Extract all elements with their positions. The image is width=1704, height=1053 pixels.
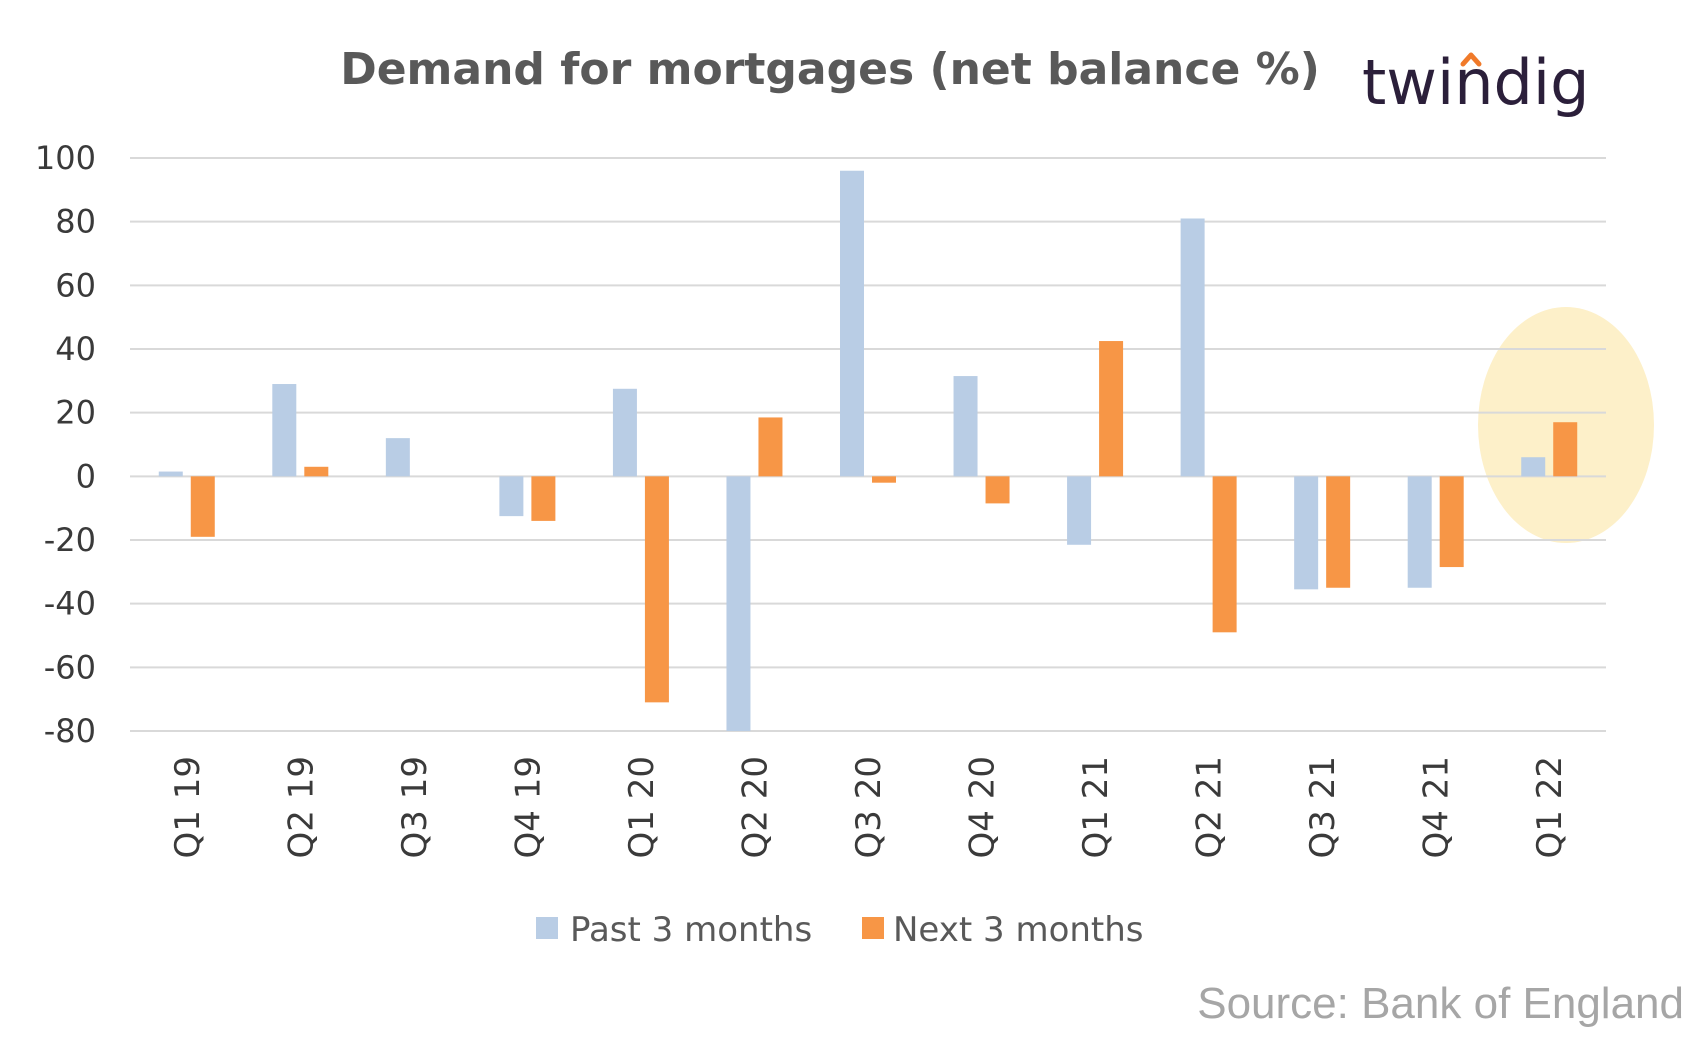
bar-past-3-months: [1067, 476, 1092, 545]
y-tick-label: 100: [35, 139, 96, 177]
bar-next-3-months: [1326, 476, 1351, 588]
bar-past-3-months: [499, 476, 524, 517]
x-tick-label: Q3 20: [849, 756, 889, 858]
source-note: Source: Bank of England: [1197, 979, 1684, 1028]
x-tick-label: Q1 20: [622, 756, 662, 858]
x-tick-label: Q1 22: [1530, 756, 1570, 858]
bar-past-3-months: [1521, 457, 1546, 477]
bar-next-3-months: [190, 476, 215, 537]
bar-next-3-months: [1099, 341, 1124, 477]
bar-past-3-months: [272, 384, 297, 477]
bar-past-3-months: [385, 438, 410, 477]
brand-logo: twindig: [1362, 46, 1589, 119]
bar-past-3-months: [1407, 476, 1432, 588]
bar-next-3-months: [1439, 476, 1464, 568]
y-tick-label: 0: [76, 457, 96, 495]
legend-label-next: Next 3 months: [893, 910, 1144, 950]
bar-past-3-months: [953, 376, 978, 477]
x-tick-label: Q1 19: [168, 756, 208, 858]
gridlines: [130, 157, 1606, 732]
y-tick-label: -20: [44, 521, 96, 559]
x-axis-tick-labels: Q1 19 Q2 19 Q3 19 Q4 19 Q1 20 Q2 20 Q3 20 Q4 20…: [168, 756, 1570, 858]
bar-next-3-months: [531, 476, 556, 521]
bar-next-3-months: [304, 466, 329, 477]
x-tick-label: Q4 19: [508, 756, 548, 858]
y-tick-label: 20: [55, 394, 96, 432]
bar-next-3-months: [985, 476, 1010, 504]
bar-past-3-months: [840, 170, 864, 477]
bar-next-3-months: [872, 476, 896, 483]
x-tick-label: Q4 21: [1417, 756, 1457, 858]
bar-past-3-months: [726, 476, 751, 731]
x-tick-label: Q4 20: [963, 756, 1003, 858]
bars: [158, 170, 1578, 731]
bar-next-3-months: [644, 476, 669, 703]
x-tick-label: Q2 20: [735, 756, 775, 858]
bar-next-3-months: [1553, 422, 1578, 477]
y-tick-label: -40: [44, 585, 96, 623]
x-tick-label: Q2 19: [281, 756, 321, 858]
x-tick-label: Q2 21: [1190, 756, 1230, 858]
y-tick-label: 80: [55, 203, 96, 241]
legend-swatch-next: [862, 917, 884, 939]
x-tick-label: Q1 21: [1076, 756, 1116, 858]
brand-accent-chevron-icon: [1460, 52, 1482, 67]
bar-past-3-months: [158, 471, 183, 477]
bar-past-3-months: [1180, 218, 1205, 477]
y-tick-label: -80: [44, 712, 96, 750]
bar-past-3-months: [612, 388, 637, 477]
legend-swatch-past: [536, 917, 558, 939]
y-tick-label: -60: [44, 648, 96, 686]
x-tick-label: Q3 21: [1303, 756, 1343, 858]
legend-label-past: Past 3 months: [570, 910, 812, 950]
chart-title: Demand for mortgages (net balance %): [340, 44, 1320, 95]
y-tick-label: 60: [55, 266, 96, 304]
legend: Past 3 months Next 3 months: [536, 910, 1144, 950]
bar-next-3-months: [758, 417, 783, 477]
y-tick-label: 40: [55, 330, 96, 368]
bar-past-3-months: [1294, 476, 1319, 590]
y-axis-tick-labels: 100 80 60 40 20 0 -20 -40 -60 -80: [35, 139, 96, 750]
bar-next-3-months: [1212, 476, 1237, 633]
x-tick-label: Q3 19: [395, 756, 435, 858]
